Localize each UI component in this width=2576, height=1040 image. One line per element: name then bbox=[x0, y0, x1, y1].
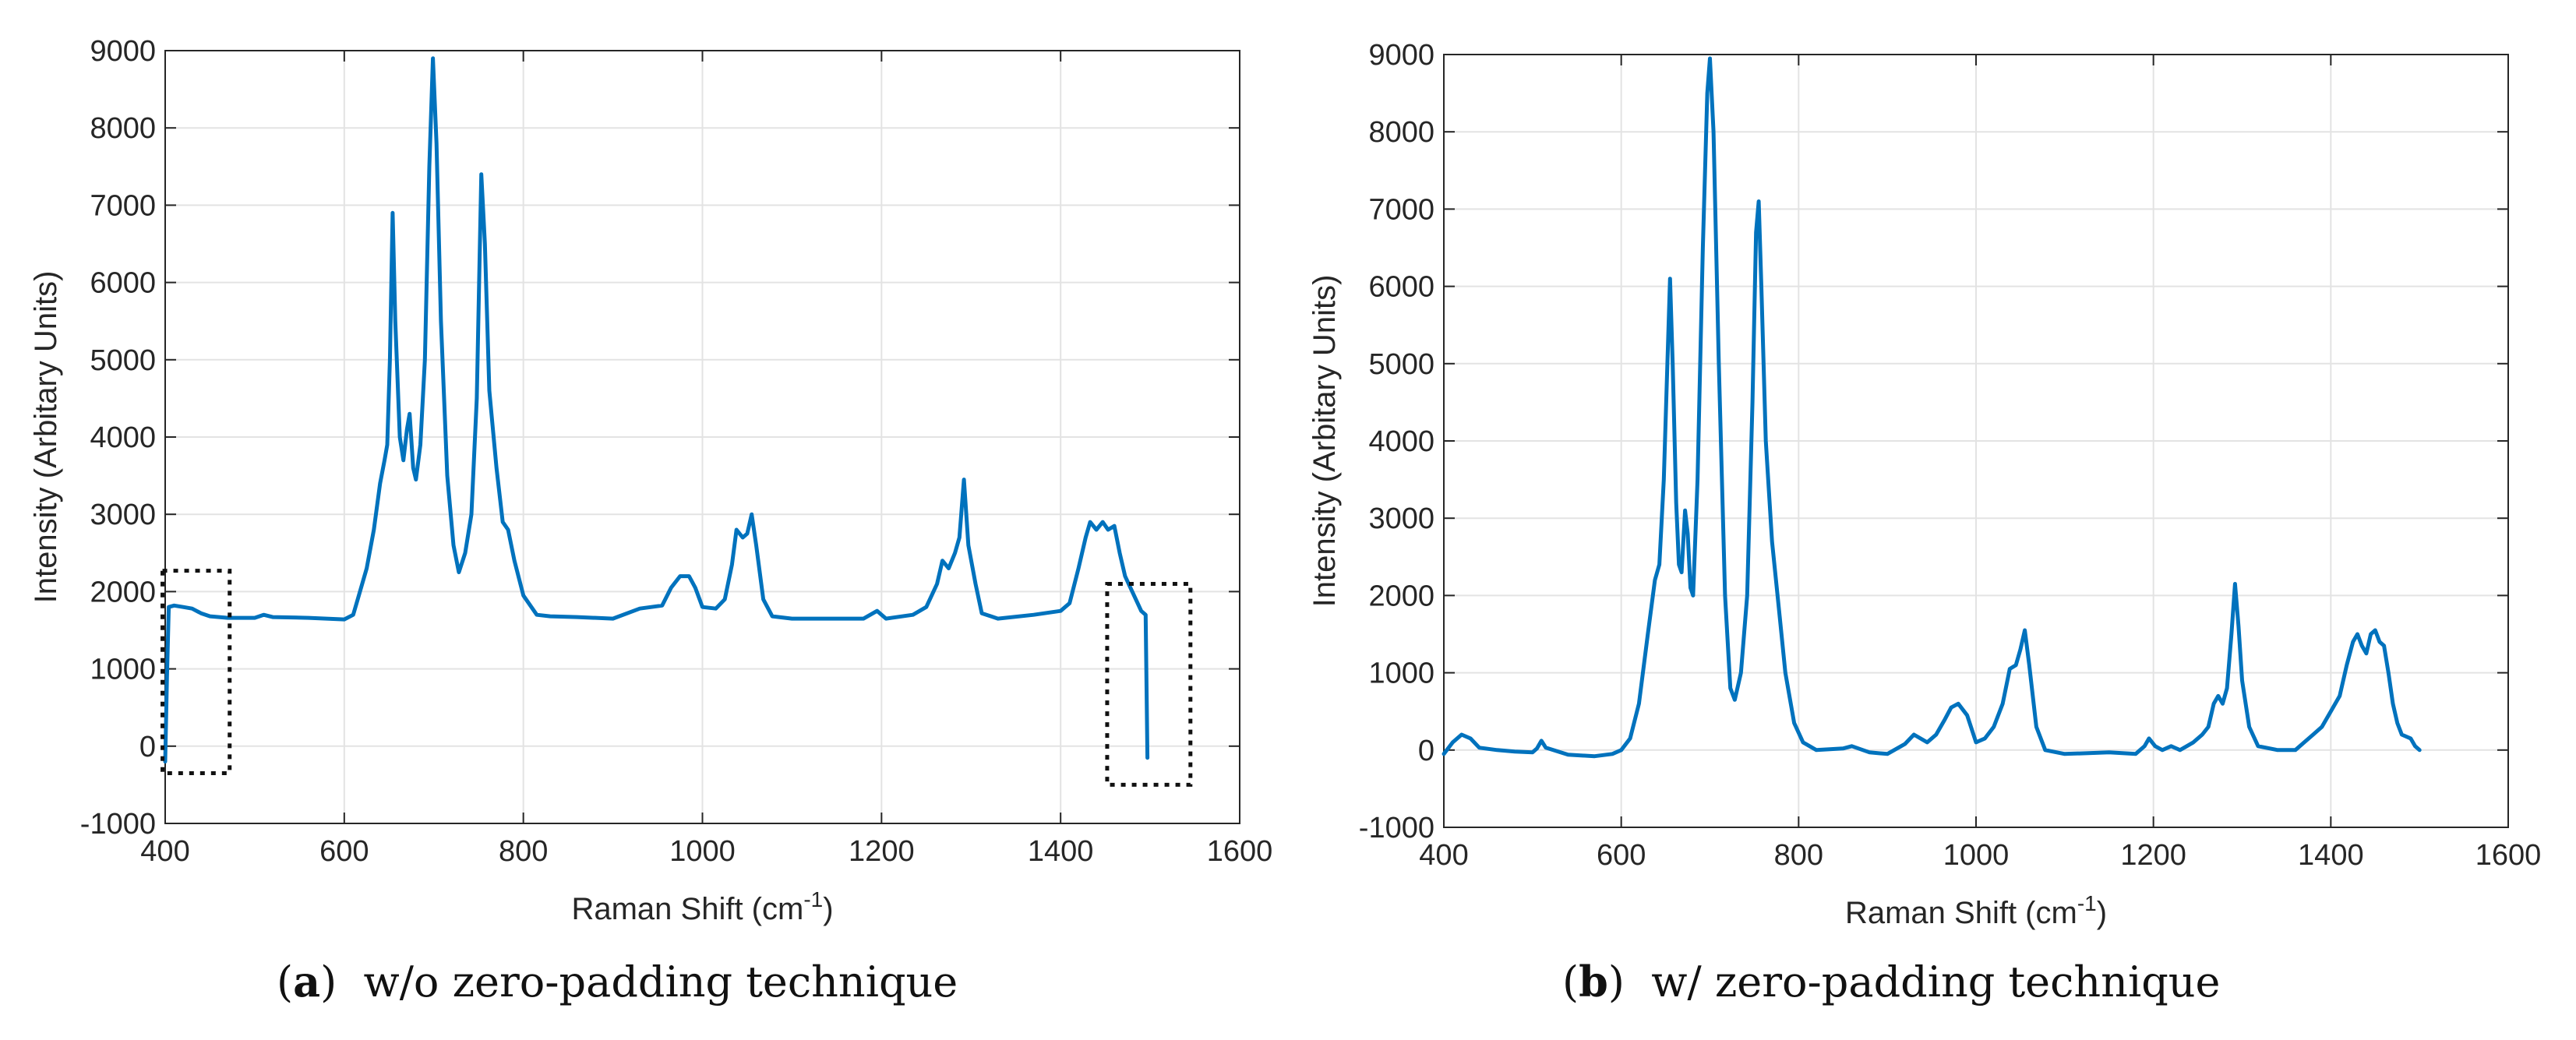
chart-panel-a: 400 600 800 1000 1200 1400 1600 -1000 0 1000 2000 3… bbox=[29, 35, 1272, 926]
y-tick-label: 7000 bbox=[90, 189, 156, 222]
caption-b: (b) w/ zero-padding technique bbox=[1562, 957, 2221, 1007]
highlight-box-1 bbox=[161, 569, 232, 776]
series-line bbox=[1442, 56, 2422, 759]
y-tick-label: 3000 bbox=[90, 499, 156, 531]
x-tick-label: 1600 bbox=[1207, 835, 1273, 868]
x-tick-label: 1000 bbox=[1943, 839, 2010, 872]
x-axis-label-main: Raman Shift (cm bbox=[571, 892, 803, 926]
x-tick-label: 600 bbox=[319, 835, 369, 868]
y-tick-label: 0 bbox=[139, 731, 156, 763]
y-tick-label: 9000 bbox=[90, 35, 156, 68]
x-tick-label: 400 bbox=[1419, 839, 1468, 872]
x-tick-label: 1400 bbox=[2298, 839, 2364, 872]
x-tick-label: 400 bbox=[140, 835, 189, 868]
x-tick-label: 1400 bbox=[1028, 835, 1094, 868]
y-tick-label: 2000 bbox=[1368, 580, 1434, 612]
x-axis-label-main: Raman Shift (cm bbox=[1845, 896, 2077, 930]
x-tick-label: 1200 bbox=[849, 835, 915, 868]
caption-a-tag: a bbox=[293, 957, 321, 1007]
x-axis-label-tail: ) bbox=[823, 892, 833, 926]
x-tick-label: 800 bbox=[1774, 839, 1823, 872]
y-tick-label: 5000 bbox=[1368, 348, 1434, 381]
x-axis-label-sup: -1 bbox=[803, 887, 823, 911]
x-axis-label-sup: -1 bbox=[2077, 891, 2097, 915]
chart-panel-b: 400 600 800 1000 1200 1400 1600 -1000 0 1000 2000 3… bbox=[1307, 39, 2541, 930]
y-tick-label: -1000 bbox=[80, 808, 156, 841]
y-tick-label: 0 bbox=[1418, 735, 1434, 767]
y-tick-label: 4000 bbox=[1368, 425, 1434, 458]
x-axis-label: Raman Shift (cm-1) bbox=[1845, 891, 2107, 930]
x-tick-label: 1600 bbox=[2475, 839, 2542, 872]
y-tick-label: 2000 bbox=[90, 576, 156, 608]
caption-b-tag: b bbox=[1579, 957, 1608, 1007]
y-tick-label: 8000 bbox=[1368, 116, 1434, 149]
x-axis-label-tail: ) bbox=[2097, 896, 2107, 930]
x-tick-label: 1000 bbox=[669, 835, 736, 868]
x-tick-label: 600 bbox=[1597, 839, 1646, 872]
y-tick-label: 3000 bbox=[1368, 502, 1434, 535]
y-tick-label: -1000 bbox=[1359, 812, 1434, 844]
y-axis-label: Intensity (Arbitary Units) bbox=[29, 271, 63, 604]
x-axis-label: Raman Shift (cm-1) bbox=[571, 887, 833, 926]
y-tick-label: 8000 bbox=[90, 112, 156, 145]
caption-b-text: w/ zero-padding technique bbox=[1651, 957, 2221, 1007]
x-tick-label: 1200 bbox=[2120, 839, 2186, 872]
y-tick-label: 6000 bbox=[90, 267, 156, 300]
y-tick-label: 9000 bbox=[1368, 39, 1434, 72]
x-tick-label: 800 bbox=[499, 835, 548, 868]
y-tick-label: 4000 bbox=[90, 421, 156, 454]
caption-a-text: w/o zero-padding technique bbox=[363, 957, 958, 1007]
y-tick-label: 5000 bbox=[90, 344, 156, 377]
y-tick-label: 1000 bbox=[1368, 657, 1434, 690]
y-tick-label: 7000 bbox=[1368, 193, 1434, 226]
y-tick-label: 6000 bbox=[1368, 271, 1434, 304]
series-line bbox=[163, 56, 1150, 764]
y-axis-label: Intensity (Arbitary Units) bbox=[1307, 275, 1342, 608]
y-tick-label: 1000 bbox=[90, 654, 156, 686]
caption-a: (a) w/o zero-padding technique bbox=[277, 957, 958, 1007]
